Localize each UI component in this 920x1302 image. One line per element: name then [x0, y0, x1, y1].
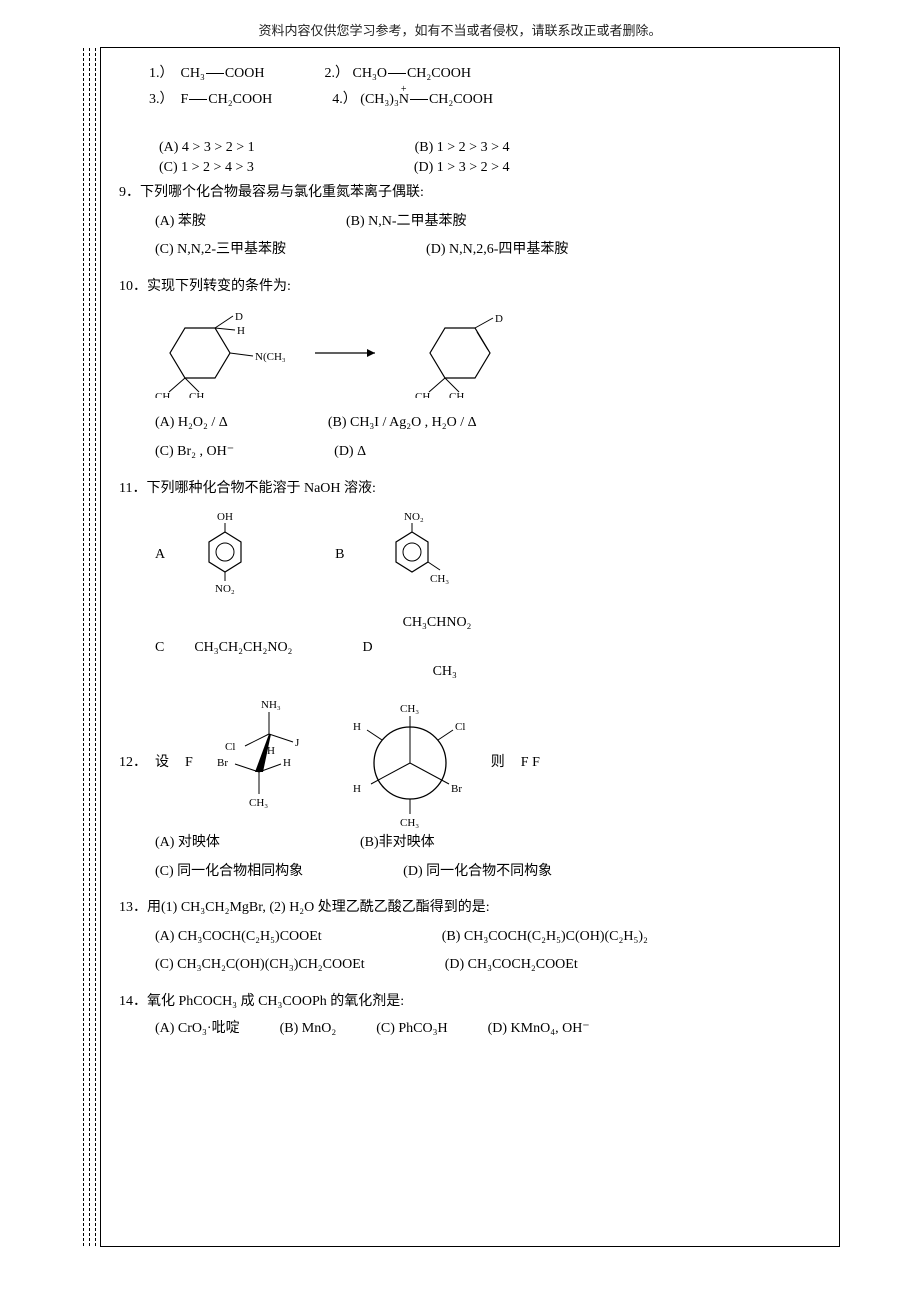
svg-text:J: J [295, 737, 300, 749]
q14-opt-c: (C) PhCO₃H [376, 1016, 447, 1043]
q10-opt-a: (A) H₂O₂ / Δ [155, 410, 228, 437]
q13-opt-d: (D) CH₃COCH₂COOEt [445, 952, 578, 979]
svg-text:D: D [495, 313, 503, 325]
svg-text:D: D [235, 311, 243, 323]
question-14: 14．氧化 PhCOCH₃ 成 CH₃COOPh 的氧化剂是: (A) CrO₃… [119, 989, 821, 1042]
q9-opt-c: (C) N,N,2-三甲基苯胺 [155, 237, 286, 264]
svg-text:OH: OH [217, 511, 233, 523]
q12-text-2: F [185, 750, 193, 777]
q9-num: 9． [119, 185, 140, 200]
question-9: 9．下列哪个化合物最容易与氯化重氮苯离子偶联: (A) 苯胺 (B) N,N-二… [119, 180, 821, 264]
q13-text: 用(1) CH₃CH₂MgBr, (2) H₂O 处理乙酰乙酸乙酯得到的是: [147, 900, 490, 915]
intro-formula-row-1: 1.） CH₃COOH 2.） CH₃OCH₂COOH [119, 62, 821, 82]
intro-formula-row-2: 3.） FCH₂COOH 4.） (CH₃)₃N+CH₂COOH [119, 88, 821, 108]
q12-text-4: F F [521, 750, 540, 777]
q12-opt-b: (B)非对映体 [360, 830, 435, 857]
q11-d-text: CH₃CHNO₂ [403, 615, 472, 630]
question-11: 11．下列哪种化合物不能溶于 NaOH 溶液: A OH NO₂ B [119, 476, 821, 686]
q11-text: 下列哪种化合物不能溶于 NaOH 溶液: [146, 481, 375, 496]
q14-opt-d: (D) KMnO₄, OH⁻ [488, 1016, 590, 1043]
intro-opts-1: (A) 4 > 3 > 2 > 1 (B) 1 > 2 > 3 > 4 [119, 140, 821, 156]
q14-opt-b: (B) MnO₂ [280, 1016, 337, 1043]
q11-c-text: CH₃CH₂CH₂NO₂ [194, 635, 292, 662]
svg-text:H: H [353, 783, 361, 795]
margin-dashes [83, 48, 97, 1246]
q10-opt-b: (B) CH₃I / Ag₂O , H₂O / Δ [328, 410, 477, 437]
svg-text:N(CH₃)₂: N(CH₃)₂ [255, 351, 285, 363]
q14-opt-a: (A) CrO₃·吡啶 [155, 1016, 240, 1043]
q10-text: 实现下列转变的条件为: [147, 279, 291, 294]
q13-num: 13． [119, 900, 147, 915]
q10-reactant-icon: D H N(CH₃)₂ CH₃ CH₃ [155, 308, 285, 398]
q10-figure: D H N(CH₃)₂ CH₃ CH₃ [155, 308, 821, 398]
formula-4: 4.） (CH₃)₃N+CH₂COOH [332, 88, 493, 108]
svg-text:Br: Br [217, 757, 228, 769]
arrow-icon [315, 343, 385, 363]
q11-label-c: C [155, 635, 164, 662]
formula-1: 1.） CH₃COOH [149, 62, 265, 82]
svg-text:CH₃: CH₃ [400, 817, 419, 828]
q11-label-b: B [335, 542, 344, 569]
q11-b-icon: NO₂ CH₃ [374, 510, 454, 600]
q11-a-icon: OH NO₂ [195, 510, 255, 600]
q12-opt-d: (D) 同一化合物不同构象 [403, 859, 552, 886]
svg-text:CH₃: CH₃ [155, 391, 174, 398]
formula-3: 3.） FCH₂COOH [149, 88, 272, 108]
q13-opt-c: (C) CH₃CH₂C(OH)(CH₃)CH₂COOEt [155, 952, 365, 979]
q12-newman-icon: CH₃ H Br H Cl CH₃ [345, 698, 475, 828]
q10-product-icon: D CH₃ CH₃ [415, 308, 535, 398]
question-10: 10．实现下列转变的条件为: D H N(CH₃)₂ CH₃ CH₃ [119, 274, 821, 466]
svg-text:CH₃: CH₃ [249, 797, 268, 809]
q13-opt-b: (B) CH₃COCH(C₂H₅)C(OH)(C₂H₅)₂ [442, 924, 648, 951]
q12-text-1: 设 [155, 750, 169, 777]
intro-opt-b: (B) 1 > 2 > 3 > 4 [415, 140, 510, 156]
svg-text:H: H [283, 757, 291, 769]
q11-label-a: A [155, 542, 165, 569]
q12-text-3: 则 [491, 750, 505, 777]
svg-text:NH₃: NH₃ [261, 699, 281, 711]
svg-text:H: H [267, 745, 275, 757]
q14-num: 14． [119, 994, 147, 1009]
intro-opt-c: (C) 1 > 2 > 4 > 3 [159, 160, 254, 176]
svg-text:CH₃: CH₃ [430, 573, 449, 585]
q11-label-d: D [362, 635, 372, 662]
formula-2: 2.） CH₃OCH₂COOH [325, 62, 471, 82]
q12-figure: 设 F NH₃ Cl J Br H H CH₃ [155, 698, 540, 828]
q12-sawhorse-icon: NH₃ Cl J Br H H CH₃ [209, 698, 329, 828]
svg-text:NO₂: NO₂ [404, 511, 424, 523]
q11-d-sub: CH₃ [433, 659, 472, 686]
svg-text:Cl: Cl [455, 721, 465, 733]
question-12: 12． 设 F NH₃ Cl J Br H H [119, 698, 821, 885]
q12-num: 12． [119, 750, 155, 777]
svg-text:H: H [353, 721, 361, 733]
q14-text: 氧化 PhCOCH₃ 成 CH₃COOPh 的氧化剂是: [147, 994, 404, 1009]
intro-opt-d: (D) 1 > 3 > 2 > 4 [414, 160, 510, 176]
intro-opt-a: (A) 4 > 3 > 2 > 1 [159, 140, 255, 156]
q11-num: 11． [119, 481, 146, 496]
svg-text:CH₃: CH₃ [189, 391, 208, 398]
svg-text:H: H [237, 325, 245, 337]
q9-opt-d: (D) N,N,2,6-四甲基苯胺 [426, 237, 568, 264]
q9-opt-b: (B) N,N-二甲基苯胺 [346, 209, 467, 236]
q12-opt-a: (A) 对映体 [155, 830, 220, 857]
svg-text:CH₃: CH₃ [449, 391, 468, 398]
question-13: 13．用(1) CH₃CH₂MgBr, (2) H₂O 处理乙酰乙酸乙酯得到的是… [119, 895, 821, 979]
svg-text:CH₃: CH₃ [400, 703, 419, 715]
svg-text:NO₂: NO₂ [215, 583, 235, 595]
svg-text:CH₃: CH₃ [415, 391, 434, 398]
svg-text:Cl: Cl [225, 741, 235, 753]
q10-num: 10． [119, 279, 147, 294]
header-note: 资料内容仅供您学习参考，如有不当或者侵权，请联系改正或者删除。 [0, 20, 920, 39]
page-frame: 1.） CH₃COOH 2.） CH₃OCH₂COOH 3.） FCH₂COOH… [100, 47, 840, 1247]
q9-text: 下列哪个化合物最容易与氯化重氮苯离子偶联: [140, 185, 424, 200]
intro-opts-2: (C) 1 > 2 > 4 > 3 (D) 1 > 3 > 2 > 4 [119, 160, 821, 176]
q10-opt-d: (D) Δ [334, 439, 366, 466]
svg-text:Br: Br [451, 783, 462, 795]
q12-opt-c: (C) 同一化合物相同构象 [155, 859, 303, 886]
q10-opt-c: (C) Br₂ , OH⁻ [155, 439, 234, 466]
q9-opt-a: (A) 苯胺 [155, 209, 206, 236]
q11-figure: A OH NO₂ B NO₂ [155, 510, 821, 686]
q13-opt-a: (A) CH₃COCH(C₂H₅)COOEt [155, 924, 322, 951]
